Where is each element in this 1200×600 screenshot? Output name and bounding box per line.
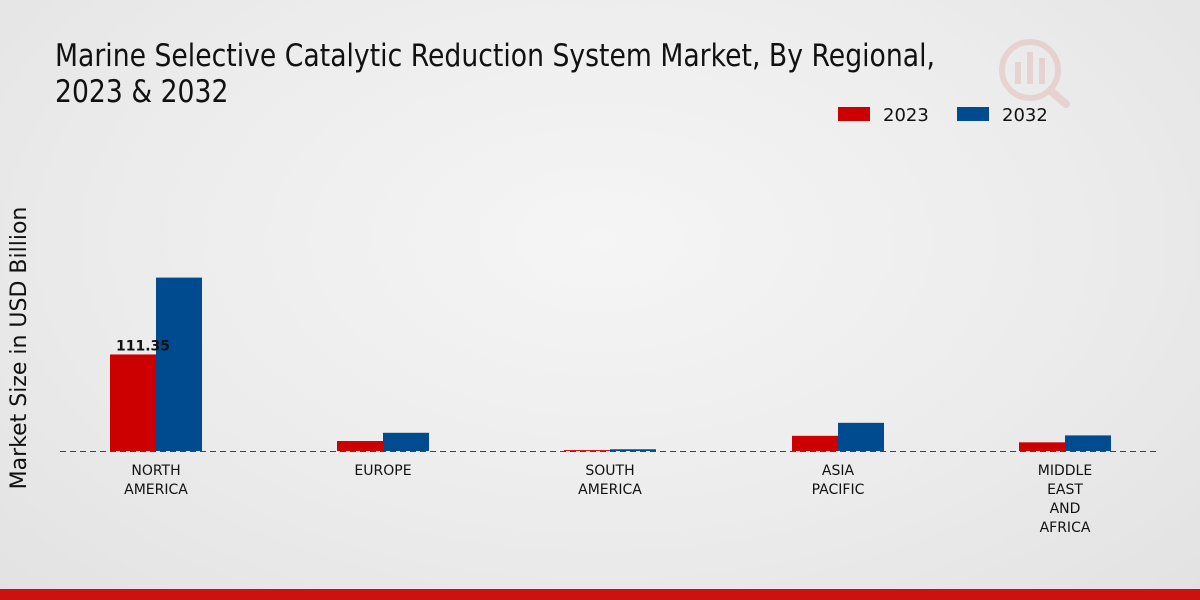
bar-2032-4 [1065,435,1111,451]
bar-2023-3 [792,435,838,451]
legend-swatch-2032 [957,107,989,121]
legend-label-2023: 2023 [883,105,929,126]
footer-bar [0,589,1200,600]
bar-2023-1 [337,441,383,451]
y-axis-label: Market Size in USD Billion [7,207,32,490]
chart-title: Marine Selective Catalytic Reduction Sys… [55,38,935,110]
legend-label-2032: 2032 [1002,105,1048,126]
legend-swatch-2023 [838,107,870,121]
bar-2032-1 [383,432,429,451]
bar-2023-2 [564,450,610,451]
x-tick-labels: NORTH AMERICA EUROPE SOUTH AMERICA ASIA PACIFI… [124,463,1092,536]
bar-2023-0 [110,354,156,451]
bar-2032-2 [610,449,656,451]
watermark-logo [999,39,1070,108]
x-tick-label-4: MIDDLE EAST AND AFRICA [1038,463,1092,536]
bar-2032-0 [156,277,202,451]
bar-2032-3 [838,422,884,451]
x-tick-label-2: SOUTH AMERICA [578,463,642,498]
x-tick-label-1: EUROPE [354,463,411,479]
data-label-0: 111.35 [116,338,170,354]
bars [110,277,1111,451]
x-tick-label-0: NORTH AMERICA [124,463,188,498]
bar-2023-4 [1019,442,1065,451]
legend: 2023 2032 [838,105,1048,126]
x-tick-label-3: ASIA PACIFIC [812,463,865,498]
data-labels: 111.35 [116,338,170,354]
